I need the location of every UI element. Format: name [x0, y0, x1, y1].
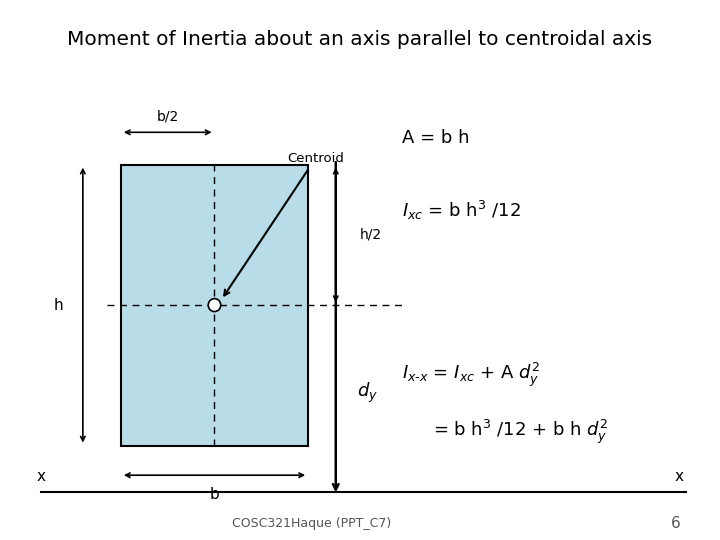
Text: h: h: [54, 298, 63, 313]
Text: Centroid: Centroid: [224, 152, 344, 295]
Text: b/2: b/2: [157, 109, 179, 123]
Text: x: x: [37, 469, 46, 484]
Text: $\mathit{I}_{xc}$ = b h$^3$ /12: $\mathit{I}_{xc}$ = b h$^3$ /12: [402, 199, 521, 222]
Text: = b h$^3$ /12 + b h $d_y^2$: = b h$^3$ /12 + b h $d_y^2$: [433, 418, 608, 446]
Text: $d_y$: $d_y$: [356, 381, 377, 406]
Text: $\mathit{I}_{x\text{-}x}$ = $\mathit{I}_{xc}$ + A $d_y^2$: $\mathit{I}_{x\text{-}x}$ = $\mathit{I}_…: [402, 361, 540, 389]
Text: h/2: h/2: [360, 228, 382, 242]
Ellipse shape: [208, 299, 221, 312]
Bar: [121, 165, 308, 446]
Text: 6: 6: [670, 516, 680, 531]
Text: COSC321Haque (PPT_C7): COSC321Haque (PPT_C7): [232, 517, 391, 530]
Text: A = b h: A = b h: [402, 129, 469, 147]
Text: Moment of Inertia about an axis parallel to centroidal axis: Moment of Inertia about an axis parallel…: [68, 30, 652, 49]
Text: x: x: [674, 469, 683, 484]
Text: b: b: [210, 487, 220, 502]
